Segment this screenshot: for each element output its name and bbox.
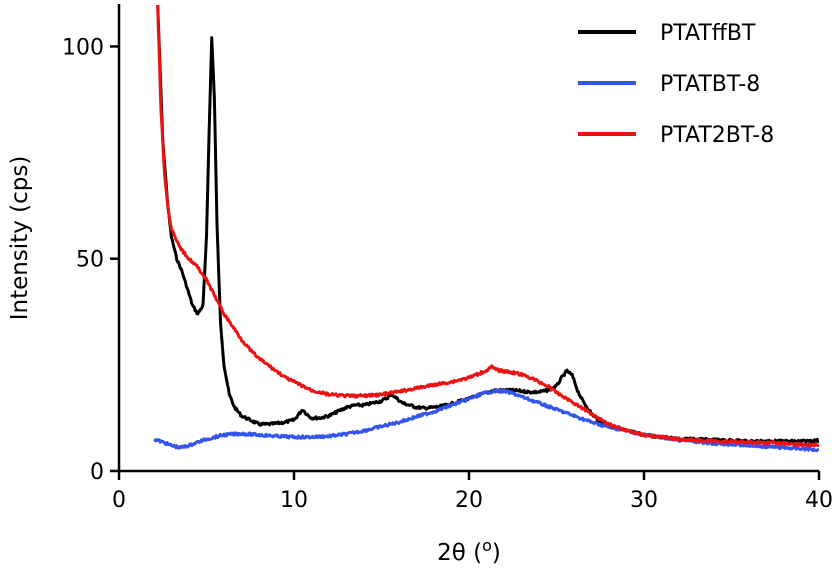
y-tick-label: 100 bbox=[62, 35, 104, 60]
legend: PTATffBT PTATBT-8 PTAT2BT-8 bbox=[578, 21, 774, 148]
y-tick-label: 50 bbox=[76, 248, 104, 273]
y-axis-title: Intensity (cps) bbox=[7, 156, 33, 321]
x-axis-title-main: 2θ ( bbox=[437, 540, 482, 566]
x-tick-label: 10 bbox=[280, 488, 308, 513]
legend-label: PTATffBT bbox=[660, 21, 756, 46]
series-line-ptatbt-8 bbox=[153, 388, 819, 453]
x-axis-title-unit: o bbox=[482, 536, 492, 555]
x-tick-label: 40 bbox=[805, 488, 833, 513]
y-ticks: 0 50 100 bbox=[62, 35, 119, 485]
y-tick-label: 0 bbox=[90, 460, 104, 485]
x-ticks: 0 10 20 30 40 bbox=[112, 471, 833, 513]
legend-label: PTAT2BT-8 bbox=[660, 123, 774, 148]
series-line-ptatffbt bbox=[156, 5, 819, 445]
series-line-ptat2bt-8 bbox=[156, 5, 819, 448]
series-group bbox=[153, 5, 819, 453]
x-axis-title-close: ) bbox=[492, 540, 501, 566]
legend-label: PTATBT-8 bbox=[660, 72, 760, 97]
x-tick-label: 30 bbox=[630, 488, 658, 513]
x-axis-title: 2θ (o) bbox=[437, 536, 501, 566]
x-tick-label: 0 bbox=[112, 488, 126, 513]
x-tick-label: 20 bbox=[455, 488, 483, 513]
